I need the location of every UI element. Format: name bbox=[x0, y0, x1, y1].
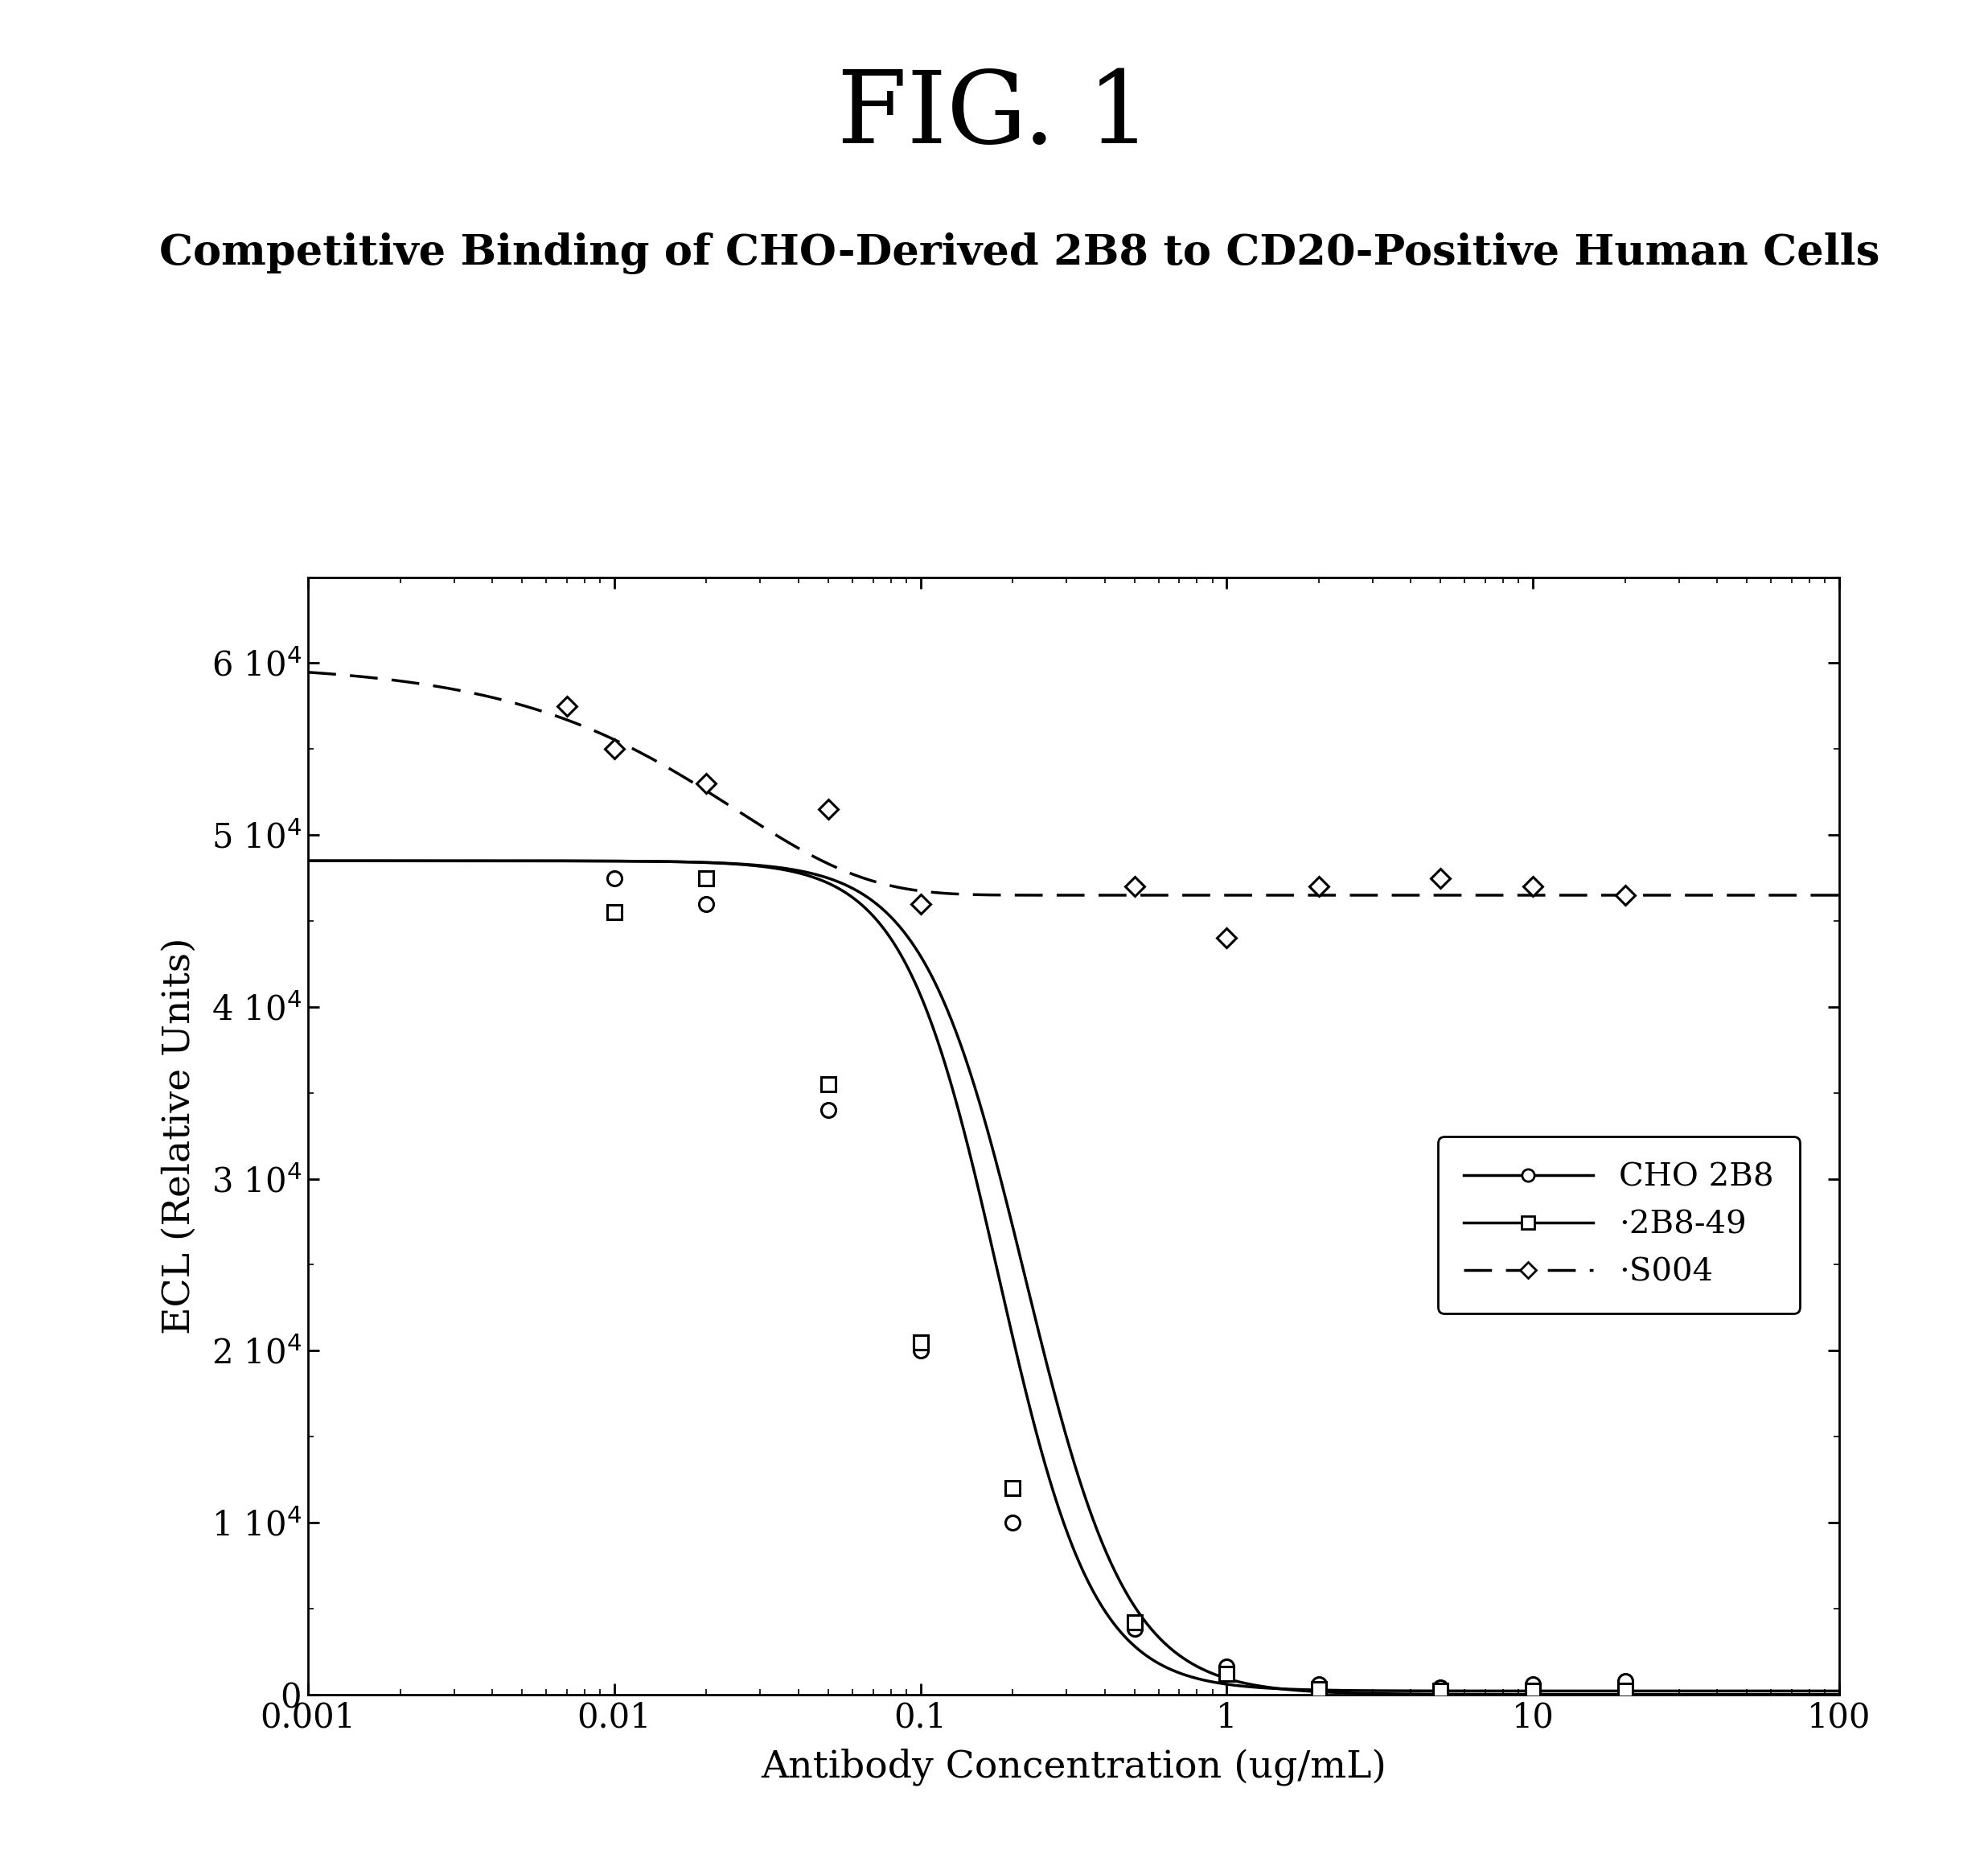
Y-axis label: ECL (Relative Units): ECL (Relative Units) bbox=[161, 937, 199, 1335]
Text: FIG. 1: FIG. 1 bbox=[837, 67, 1151, 164]
Legend: CHO 2B8, ·2B8-49, ·S004: CHO 2B8, ·2B8-49, ·S004 bbox=[1437, 1138, 1799, 1313]
X-axis label: Antibody Concentration (ug/mL): Antibody Concentration (ug/mL) bbox=[761, 1748, 1386, 1786]
Text: Competitive Binding of CHO-Derived 2B8 to CD20-Positive Human Cells: Competitive Binding of CHO-Derived 2B8 t… bbox=[159, 233, 1879, 274]
